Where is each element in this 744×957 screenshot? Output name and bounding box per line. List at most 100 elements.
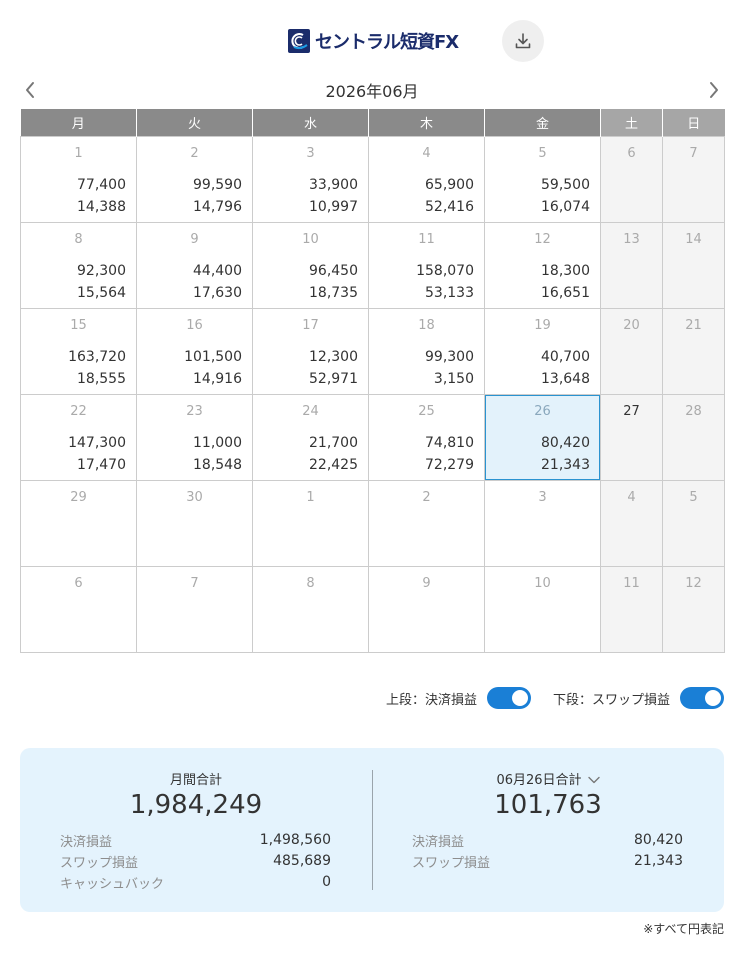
swap-pl-value: 13,648 — [541, 371, 590, 387]
calendar-day-cell[interactable]: 10 — [484, 566, 601, 653]
calendar-day-cell[interactable]: 25 74,810 72,279 — [368, 394, 485, 481]
day-number: 14 — [685, 232, 702, 247]
selected-day: 26 80,420 21,343 — [485, 395, 600, 480]
calendar-day-cell[interactable]: 30 — [136, 480, 253, 567]
day-number: 16 — [186, 318, 203, 333]
settlement-pl-value: 80,420 — [541, 435, 590, 451]
calendar-day-cell[interactable]: 2 99,590 14,796 — [136, 136, 253, 223]
toggle-knob — [705, 690, 721, 706]
calendar-day-cell[interactable]: 9 — [368, 566, 485, 653]
monthly-row-settlement: 決済損益 1,498,560 — [60, 831, 331, 851]
calendar-day-cell[interactable]: 1 — [252, 480, 369, 567]
day-number: 12 — [534, 232, 551, 247]
previous-month-button[interactable] — [20, 78, 40, 102]
row-label: キャッシュバック — [60, 877, 165, 892]
calendar-day-cell[interactable]: 6 — [600, 136, 663, 223]
calendar-day-cell[interactable]: 2 — [368, 480, 485, 567]
swap-pl-value: 14,916 — [193, 371, 242, 387]
calendar-week-row: 8 92,300 15,564 9 44,400 17,630 10 96,450 18,735… — [20, 222, 725, 309]
day-content: 10 — [485, 567, 600, 652]
calendar-day-cell[interactable]: 11 158,070 53,133 — [368, 222, 485, 309]
day-number: 29 — [70, 490, 87, 505]
calendar-day-cell[interactable]: 29 — [20, 480, 137, 567]
day-number: 19 — [534, 318, 551, 333]
next-month-button[interactable] — [704, 78, 724, 102]
calendar-day-cell[interactable]: 12 18,300 16,651 — [484, 222, 601, 309]
calendar-day-cell[interactable]: 11 — [600, 566, 663, 653]
calendar-day-cell[interactable]: 8 92,300 15,564 — [20, 222, 137, 309]
calendar-day-cell[interactable]: 1 77,400 14,388 — [20, 136, 137, 223]
calendar-day-cell[interactable]: 8 — [252, 566, 369, 653]
calendar-day-cell[interactable]: 7 — [136, 566, 253, 653]
settlement-pl-value: 33,900 — [309, 177, 358, 193]
upper-toggle-switch[interactable] — [486, 687, 531, 709]
calendar-day-cell[interactable]: 5 59,500 16,074 — [484, 136, 601, 223]
calendar-day-cell[interactable]: 22 147,300 17,470 — [20, 394, 137, 481]
calendar-day-cell[interactable]: 26 80,420 21,343 — [484, 394, 601, 481]
day-content: 7 — [137, 567, 252, 652]
lower-toggle-switch[interactable] — [680, 687, 724, 709]
calendar-day-cell[interactable]: 12 — [662, 566, 725, 653]
weekday-sun: 日 — [662, 109, 725, 137]
day-content: 29 — [21, 481, 136, 566]
chevron-right-icon — [710, 82, 718, 98]
calendar-day-cell[interactable]: 15 163,720 18,555 — [20, 308, 137, 395]
calendar-day-cell[interactable]: 24 21,700 22,425 — [252, 394, 369, 481]
calendar-day-cell[interactable]: 6 — [20, 566, 137, 653]
day-number: 1 — [306, 490, 315, 505]
calendar-day-cell[interactable]: 13 — [600, 222, 663, 309]
calendar-day-cell[interactable]: 28 — [662, 394, 725, 481]
calendar-day-cell[interactable]: 23 11,000 18,548 — [136, 394, 253, 481]
calendar-day-cell[interactable]: 16 101,500 14,916 — [136, 308, 253, 395]
swap-pl-value: 17,630 — [193, 285, 242, 301]
download-icon — [515, 33, 531, 49]
swap-pl-value: 18,555 — [77, 371, 126, 387]
calendar-day-cell[interactable]: 5 — [662, 480, 725, 567]
settlement-pl-value: 40,700 — [541, 349, 590, 365]
download-button[interactable] — [502, 20, 544, 62]
toggle-knob — [511, 690, 528, 706]
calendar-day-cell[interactable]: 3 33,900 10,997 — [252, 136, 369, 223]
day-number: 23 — [186, 404, 203, 419]
day-content: 11 — [601, 567, 662, 652]
calendar-day-cell[interactable]: 9 44,400 17,630 — [136, 222, 253, 309]
day-content: 15 163,720 18,555 — [21, 309, 136, 394]
monthly-summary-total: 1,984,249 — [129, 790, 263, 820]
calendar-day-cell[interactable]: 17 12,300 52,971 — [252, 308, 369, 395]
calendar-day-cell[interactable]: 14 — [662, 222, 725, 309]
row-label: スワップ損益 — [412, 856, 491, 871]
monthly-summary-title: 月間合計 — [169, 773, 222, 788]
day-content: 20 — [601, 309, 662, 394]
calendar-day-cell[interactable]: 18 99,300 3,150 — [368, 308, 485, 395]
calendar-day-cell[interactable]: 27 — [600, 394, 663, 481]
calendar-day-cell[interactable]: 20 — [600, 308, 663, 395]
day-number: 10 — [534, 576, 551, 591]
weekday-header-row: 月 火 水 木 金 土 日 — [20, 109, 725, 137]
swap-pl-value: 21,343 — [541, 457, 590, 473]
calendar-day-cell[interactable]: 3 — [484, 480, 601, 567]
calendar-day-cell[interactable]: 7 — [662, 136, 725, 223]
settlement-pl-value: 99,590 — [193, 177, 242, 193]
day-number: 11 — [623, 576, 640, 591]
swap-pl-value: 18,548 — [193, 457, 242, 473]
calendar-day-cell[interactable]: 10 96,450 18,735 — [252, 222, 369, 309]
calendar-day-cell[interactable]: 19 40,700 13,648 — [484, 308, 601, 395]
settlement-pl-value: 96,450 — [309, 263, 358, 279]
day-number: 11 — [418, 232, 435, 247]
day-number: 26 — [534, 404, 551, 419]
swap-pl-value: 16,651 — [541, 285, 590, 301]
chevron-left-icon — [26, 82, 34, 98]
calendar-day-cell[interactable]: 4 65,900 52,416 — [368, 136, 485, 223]
calendar-day-cell[interactable]: 4 — [600, 480, 663, 567]
calendar-day-cell[interactable]: 21 — [662, 308, 725, 395]
day-content: 11 158,070 53,133 — [369, 223, 484, 308]
settlement-pl-value: 21,700 — [309, 435, 358, 451]
day-content: 18 99,300 3,150 — [369, 309, 484, 394]
daily-summary: 06月26日合計 101,763 決済損益 80,420 スワップ損益 21,3… — [372, 748, 724, 912]
day-content: 9 — [369, 567, 484, 652]
day-content: 16 101,500 14,916 — [137, 309, 252, 394]
daily-summary-selector[interactable]: 06月26日合計 — [372, 769, 724, 788]
row-value: 485,689 — [273, 853, 331, 869]
settlement-pl-value: 147,300 — [68, 435, 126, 451]
day-number: 15 — [70, 318, 87, 333]
